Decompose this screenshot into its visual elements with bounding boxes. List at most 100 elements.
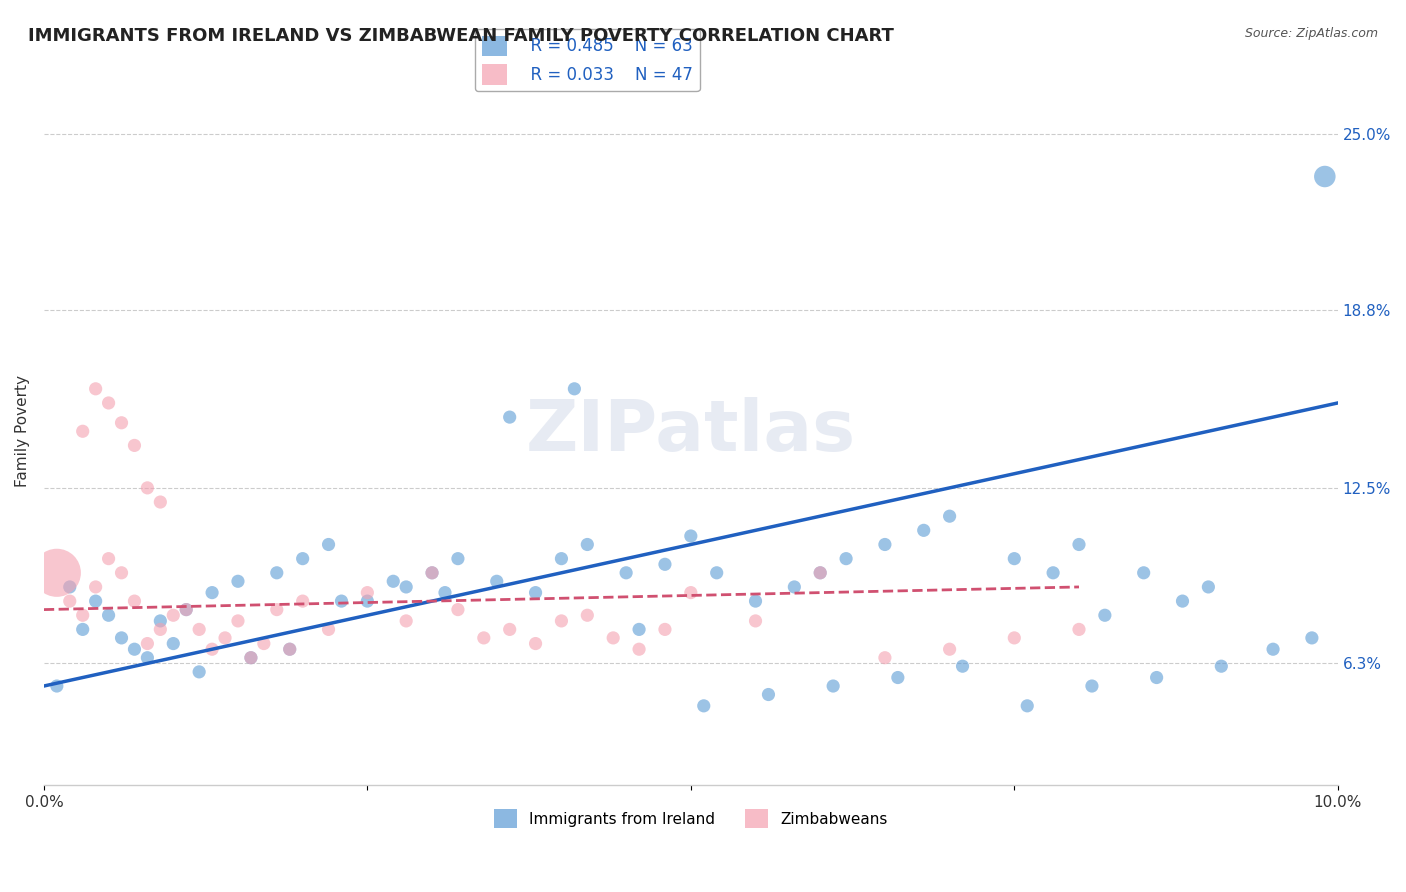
Point [149, 495, 172, 509]
Text: Source: ZipAtlas.com: Source: ZipAtlas.com [1244, 27, 1378, 40]
Point [318, 623, 340, 637]
Point [201, 585, 224, 599]
Point [758, 688, 780, 702]
Point [45, 566, 67, 580]
Point [783, 580, 806, 594]
Point [124, 594, 146, 608]
Point [938, 509, 960, 524]
Point [499, 623, 522, 637]
Point [226, 574, 249, 589]
Point [110, 631, 132, 645]
Point [744, 594, 766, 608]
Point [628, 623, 651, 637]
Point [136, 636, 159, 650]
Point [679, 585, 702, 599]
Point [239, 650, 262, 665]
Point [278, 642, 301, 657]
Point [97, 551, 120, 566]
Point [485, 574, 508, 589]
Point [124, 642, 146, 657]
Point [447, 551, 470, 566]
Point [1132, 566, 1154, 580]
Point [84, 382, 107, 396]
Point [873, 650, 896, 665]
Point [97, 396, 120, 410]
Point [564, 382, 586, 396]
Point [576, 608, 599, 623]
Point [188, 665, 211, 679]
Text: ZIPatlas: ZIPatlas [526, 397, 856, 466]
Point [318, 537, 340, 551]
Point [97, 608, 120, 623]
Point [1197, 580, 1219, 594]
Point [266, 602, 288, 616]
Point [356, 585, 378, 599]
Point [136, 650, 159, 665]
Point [744, 614, 766, 628]
Point [1146, 671, 1168, 685]
Point [602, 631, 624, 645]
Point [654, 558, 676, 572]
Point [1002, 631, 1025, 645]
Point [188, 623, 211, 637]
Point [330, 594, 353, 608]
Point [84, 580, 107, 594]
Point [110, 416, 132, 430]
Point [1261, 642, 1284, 657]
Point [1017, 698, 1039, 713]
Point [239, 650, 262, 665]
Point [1067, 537, 1090, 551]
Point [1094, 608, 1116, 623]
Point [226, 614, 249, 628]
Point [1081, 679, 1104, 693]
Point [291, 594, 314, 608]
Point [808, 566, 831, 580]
Point [693, 698, 716, 713]
Point [72, 623, 94, 637]
Point [278, 642, 301, 657]
Point [706, 566, 728, 580]
Point [1042, 566, 1064, 580]
Point [201, 642, 224, 657]
Point [887, 671, 910, 685]
Point [72, 608, 94, 623]
Point [420, 566, 443, 580]
Point [823, 679, 845, 693]
Point [72, 424, 94, 438]
Point [59, 580, 82, 594]
Point [395, 580, 418, 594]
Point [938, 642, 960, 657]
Point [124, 438, 146, 452]
Point [84, 594, 107, 608]
Point [433, 585, 456, 599]
Point [576, 537, 599, 551]
Point [614, 566, 637, 580]
Point [162, 636, 184, 650]
Point [524, 636, 547, 650]
Point [149, 623, 172, 637]
Point [214, 631, 236, 645]
Point [291, 551, 314, 566]
Point [45, 679, 67, 693]
Point [472, 631, 495, 645]
Point [873, 537, 896, 551]
Point [447, 602, 470, 616]
Point [835, 551, 858, 566]
Point [679, 529, 702, 543]
Point [952, 659, 974, 673]
Point [1171, 594, 1194, 608]
Point [550, 551, 572, 566]
Point [628, 642, 651, 657]
Point [420, 566, 443, 580]
Point [654, 623, 676, 637]
Point [524, 585, 547, 599]
Point [1211, 659, 1233, 673]
Point [912, 524, 935, 538]
Point [149, 614, 172, 628]
Point [162, 608, 184, 623]
Point [266, 566, 288, 580]
Point [59, 594, 82, 608]
Point [499, 410, 522, 425]
Text: IMMIGRANTS FROM IRELAND VS ZIMBABWEAN FAMILY POVERTY CORRELATION CHART: IMMIGRANTS FROM IRELAND VS ZIMBABWEAN FA… [28, 27, 894, 45]
Point [1002, 551, 1025, 566]
